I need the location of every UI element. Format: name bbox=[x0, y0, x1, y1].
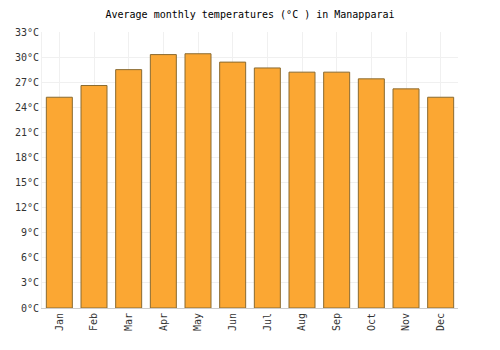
svg-text:Aug: Aug bbox=[296, 313, 307, 331]
svg-text:Mar: Mar bbox=[123, 313, 134, 331]
svg-text:Average monthly temperatures (: Average monthly temperatures (°C ) in Ma… bbox=[106, 9, 395, 20]
svg-text:30°C: 30°C bbox=[15, 52, 39, 63]
svg-text:3°C: 3°C bbox=[21, 277, 39, 288]
svg-text:Jun: Jun bbox=[227, 313, 238, 331]
svg-text:Apr: Apr bbox=[158, 313, 169, 331]
svg-text:Feb: Feb bbox=[88, 313, 99, 331]
svg-text:Oct: Oct bbox=[366, 313, 377, 331]
svg-text:Sep: Sep bbox=[331, 313, 342, 331]
svg-text:Nov: Nov bbox=[400, 313, 411, 331]
svg-text:Jan: Jan bbox=[54, 313, 65, 331]
svg-text:21°C: 21°C bbox=[15, 127, 39, 138]
svg-text:24°C: 24°C bbox=[15, 102, 39, 113]
svg-text:Dec: Dec bbox=[435, 313, 446, 331]
svg-text:0°C: 0°C bbox=[21, 303, 39, 314]
svg-text:18°C: 18°C bbox=[15, 152, 39, 163]
svg-text:9°C: 9°C bbox=[21, 227, 39, 238]
svg-text:33°C: 33°C bbox=[15, 27, 39, 38]
svg-text:27°C: 27°C bbox=[15, 77, 39, 88]
svg-text:6°C: 6°C bbox=[21, 252, 39, 263]
svg-text:Jul: Jul bbox=[262, 313, 273, 331]
svg-text:12°C: 12°C bbox=[15, 202, 39, 213]
svg-text:May: May bbox=[192, 313, 203, 331]
svg-text:15°C: 15°C bbox=[15, 177, 39, 188]
